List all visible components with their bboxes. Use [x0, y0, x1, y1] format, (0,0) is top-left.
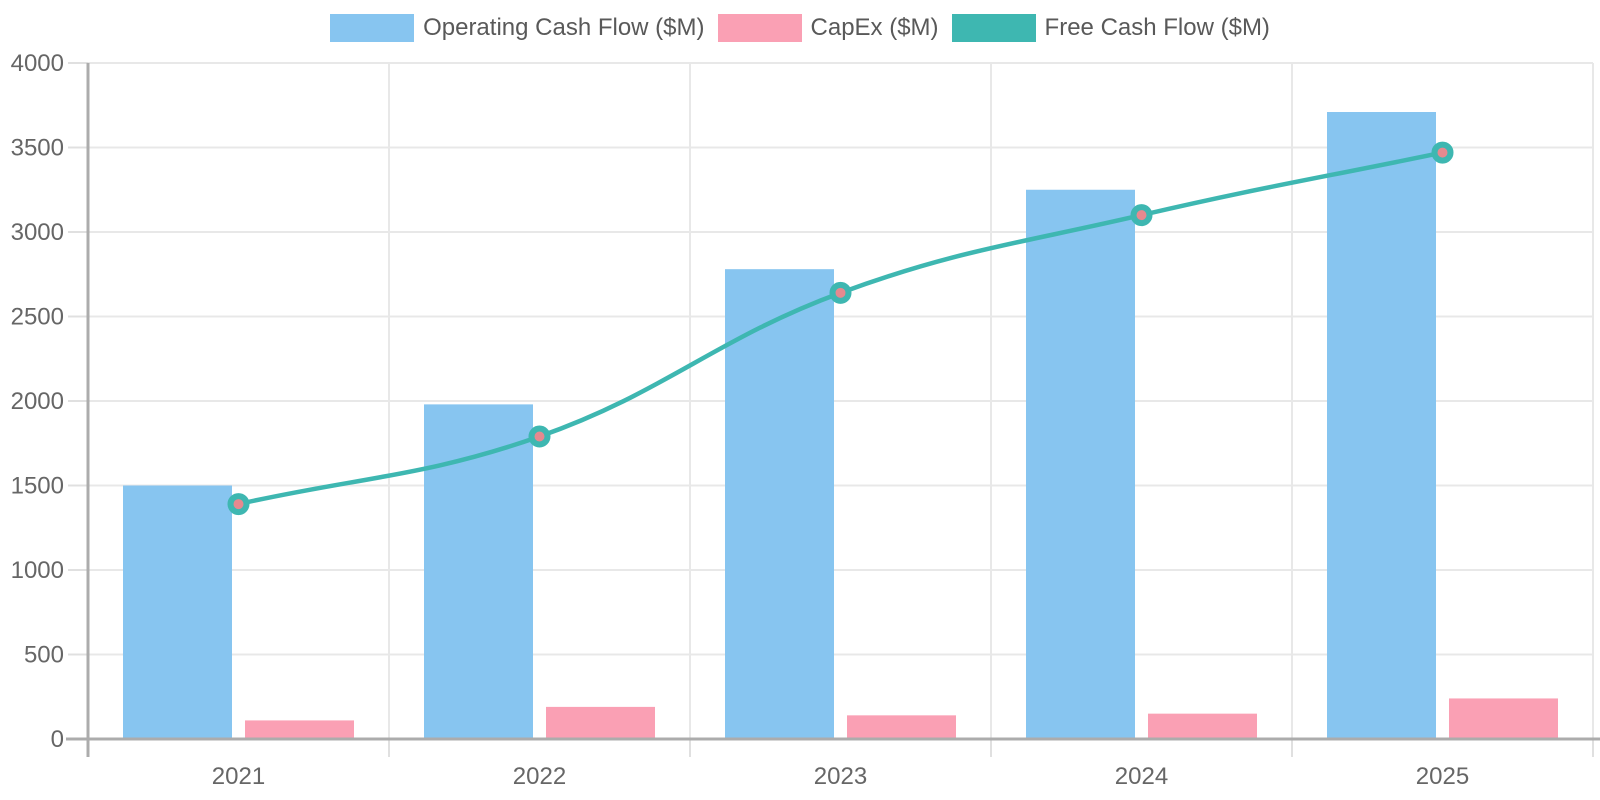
point-free-cash-flow-m-2022[interactable]	[528, 425, 551, 448]
point-free-cash-flow-m-2024[interactable]	[1130, 204, 1153, 227]
bar-operating-cash-flow-m-2024[interactable]	[1026, 189, 1135, 739]
point-free-cash-flow-m-2023[interactable]	[829, 281, 852, 304]
x-tick-label-2021: 2021	[212, 763, 265, 790]
point-free-cash-flow-m-2021[interactable]	[227, 493, 250, 516]
y-tick-label-1000: 1000	[11, 557, 64, 584]
chart-legend: Operating Cash Flow ($M) CapEx ($M) Free…	[0, 14, 1600, 42]
y-tick-label-2500: 2500	[11, 304, 64, 331]
y-tick-label-4000: 4000	[11, 50, 64, 77]
bar-capex-m-2022[interactable]	[546, 706, 655, 739]
legend-label-free-cash-flow: Free Cash Flow ($M)	[1044, 14, 1270, 41]
point-free-cash-flow-m-2025[interactable]	[1431, 141, 1454, 164]
x-tick-label-2024: 2024	[1115, 763, 1168, 790]
bar-capex-m-2023[interactable]	[847, 715, 956, 739]
y-tick-label-3500: 3500	[11, 135, 64, 162]
bar-capex-m-2025[interactable]	[1449, 698, 1558, 739]
legend-swatch-operating-cash-flow-icon	[330, 14, 415, 42]
legend-label-capex: CapEx ($M)	[810, 14, 939, 41]
x-tick-label-2023: 2023	[814, 763, 867, 790]
legend-item-free-cash-flow[interactable]: Free Cash Flow ($M)	[951, 14, 1270, 42]
bar-operating-cash-flow-m-2025[interactable]	[1327, 112, 1436, 739]
legend-item-operating-cash-flow[interactable]: Operating Cash Flow ($M)	[330, 14, 705, 42]
line-free-cash-flow-m	[236, 150, 1445, 507]
y-tick-label-3000: 3000	[11, 219, 64, 246]
bar-operating-cash-flow-m-2023[interactable]	[725, 269, 834, 739]
y-tick-label-2000: 2000	[11, 388, 64, 415]
y-tick-label-0: 0	[51, 726, 64, 753]
legend-item-capex[interactable]: CapEx ($M)	[717, 14, 939, 42]
bar-operating-cash-flow-m-2021[interactable]	[123, 485, 232, 740]
legend-swatch-capex-icon	[717, 14, 802, 42]
bar-capex-m-2021[interactable]	[245, 720, 354, 739]
y-tick-label-1500: 1500	[11, 473, 64, 500]
x-tick-label-2022: 2022	[513, 763, 566, 790]
legend-swatch-free-cash-flow-icon	[951, 14, 1036, 42]
bar-operating-cash-flow-m-2022[interactable]	[424, 404, 533, 739]
bar-capex-m-2024[interactable]	[1148, 713, 1257, 739]
x-tick-label-2025: 2025	[1416, 763, 1469, 790]
y-tick-label-500: 500	[24, 642, 64, 669]
legend-label-operating-cash-flow: Operating Cash Flow ($M)	[423, 14, 705, 41]
